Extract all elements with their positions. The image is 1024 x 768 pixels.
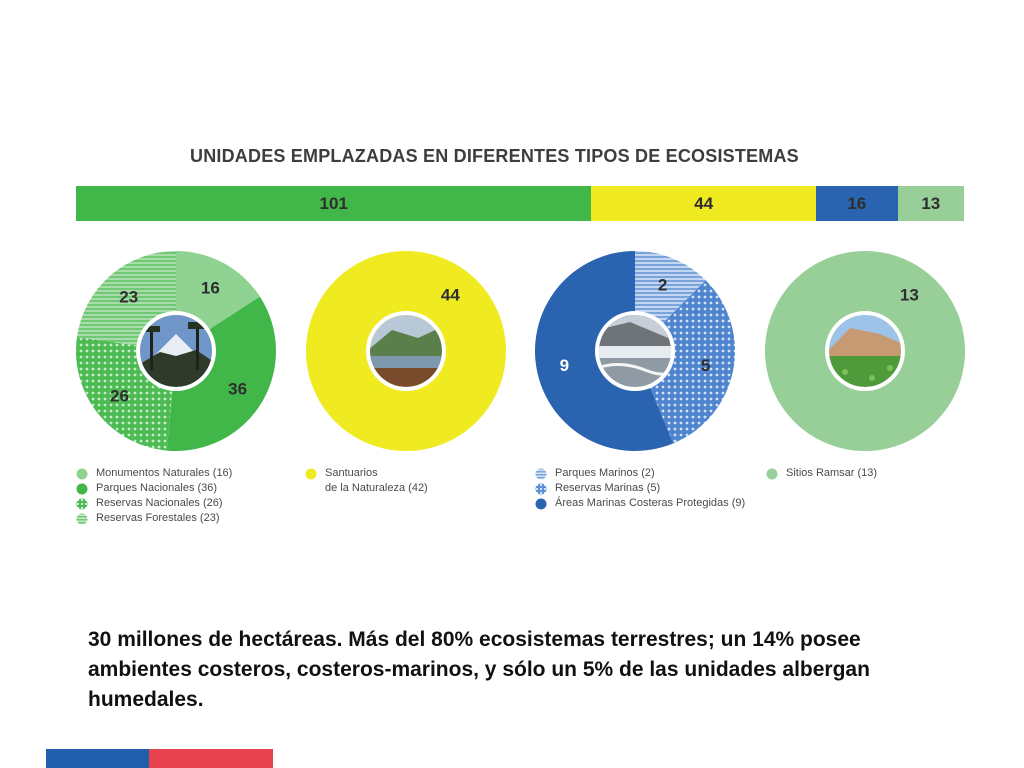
donut-1-slice-1 — [166, 296, 276, 451]
legend-label: Parques Marinos (2) — [555, 467, 655, 479]
donut-3-slice-1 — [635, 280, 736, 444]
legend-label: Reservas Nacionales (26) — [96, 497, 223, 509]
donut-1-value-label-2: 26 — [110, 387, 129, 406]
donut-1-value-label-0: 16 — [201, 279, 220, 298]
legend-swatch-icon — [535, 468, 547, 480]
legend-label: Reservas Marinas (5) — [555, 482, 661, 494]
legend-marine-item-1: Reservas Marinas (5) — [535, 481, 745, 496]
legend-label: Áreas Marinas Costeras Protegidas (9) — [555, 497, 746, 509]
legend-swatch-icon — [535, 483, 547, 495]
donut-1-value-label-1: 36 — [228, 379, 247, 398]
donut-3-value-label-0: 2 — [658, 275, 667, 294]
legend-swatch-icon — [305, 468, 317, 480]
caption-text: 30 millones de hectáreas. Más del 80% ec… — [88, 628, 870, 711]
chart-title: UNIDADES EMPLAZADAS EN DIFERENTES TIPOS … — [190, 146, 799, 166]
legend-swatch-icon — [76, 468, 88, 480]
donut-1-value-label-3: 23 — [119, 288, 138, 307]
footer-blue-band — [46, 749, 149, 768]
legend-wetland: Sitios Ramsar (13) — [766, 466, 877, 481]
legend-land-item-0: Monumentos Naturales (16) — [76, 466, 232, 481]
legend-land-item-2: Reservas Nacionales (26) — [76, 496, 232, 511]
legend-marine-item-0: Parques Marinos (2) — [535, 466, 745, 481]
bar-segment-1: 44 — [591, 186, 816, 221]
volcano-forest-photo-icon — [140, 315, 212, 387]
donut-4-value-label-0: 13 — [900, 285, 919, 304]
legend-wetland-item-0: Sitios Ramsar (13) — [766, 466, 877, 481]
donut-3-value-label-1: 5 — [701, 356, 710, 375]
legend-label: Reservas Forestales (23) — [96, 512, 220, 524]
legend-swatch-icon — [76, 513, 88, 525]
legend-swatch-icon — [76, 498, 88, 510]
wetland-mountain-photo-icon — [829, 315, 901, 387]
legend-swatch-icon — [76, 483, 88, 495]
legend-marine-item-2: Áreas Marinas Costeras Protegidas (9) — [535, 496, 745, 511]
legend-swatch-icon — [535, 498, 547, 510]
legend-sanctuary: Santuarios de la Naturaleza (42) — [305, 466, 428, 496]
donut-charts: 16 36 26 23 44 2 5 9 13 — [76, 251, 965, 451]
footer-red-band — [149, 749, 273, 768]
legend-label: Monumentos Naturales (16) — [96, 467, 233, 479]
legend-land-item-1: Parques Nacionales (36) — [76, 481, 232, 496]
donut-3-value-label-2: 9 — [560, 356, 569, 375]
legend-land: Monumentos Naturales (16) Parques Nacion… — [76, 466, 232, 526]
stacked-bar: 101 44 16 13 — [76, 186, 964, 221]
legend-label: Parques Nacionales (36) — [96, 482, 218, 494]
legend-land-item-3: Reservas Forestales (23) — [76, 511, 232, 526]
coastline-photo-icon — [599, 315, 671, 387]
legend-marine: Parques Marinos (2) Reservas Marinas (5) — [535, 466, 745, 511]
legend-label: Sitios Ramsar (13) — [786, 467, 878, 479]
donut-2-value-label-0: 44 — [441, 285, 460, 304]
bar-segment-3: 13 — [897, 186, 964, 221]
legend-sanctuary-item-0: Santuarios de la Naturaleza (42) — [305, 466, 428, 496]
legend-label: Santuarios de la Naturaleza (42) — [325, 467, 428, 494]
bar-segment-2: 16 — [815, 186, 898, 221]
bar-segment-0: 101 — [76, 186, 592, 221]
legend-swatch-icon — [766, 468, 778, 480]
